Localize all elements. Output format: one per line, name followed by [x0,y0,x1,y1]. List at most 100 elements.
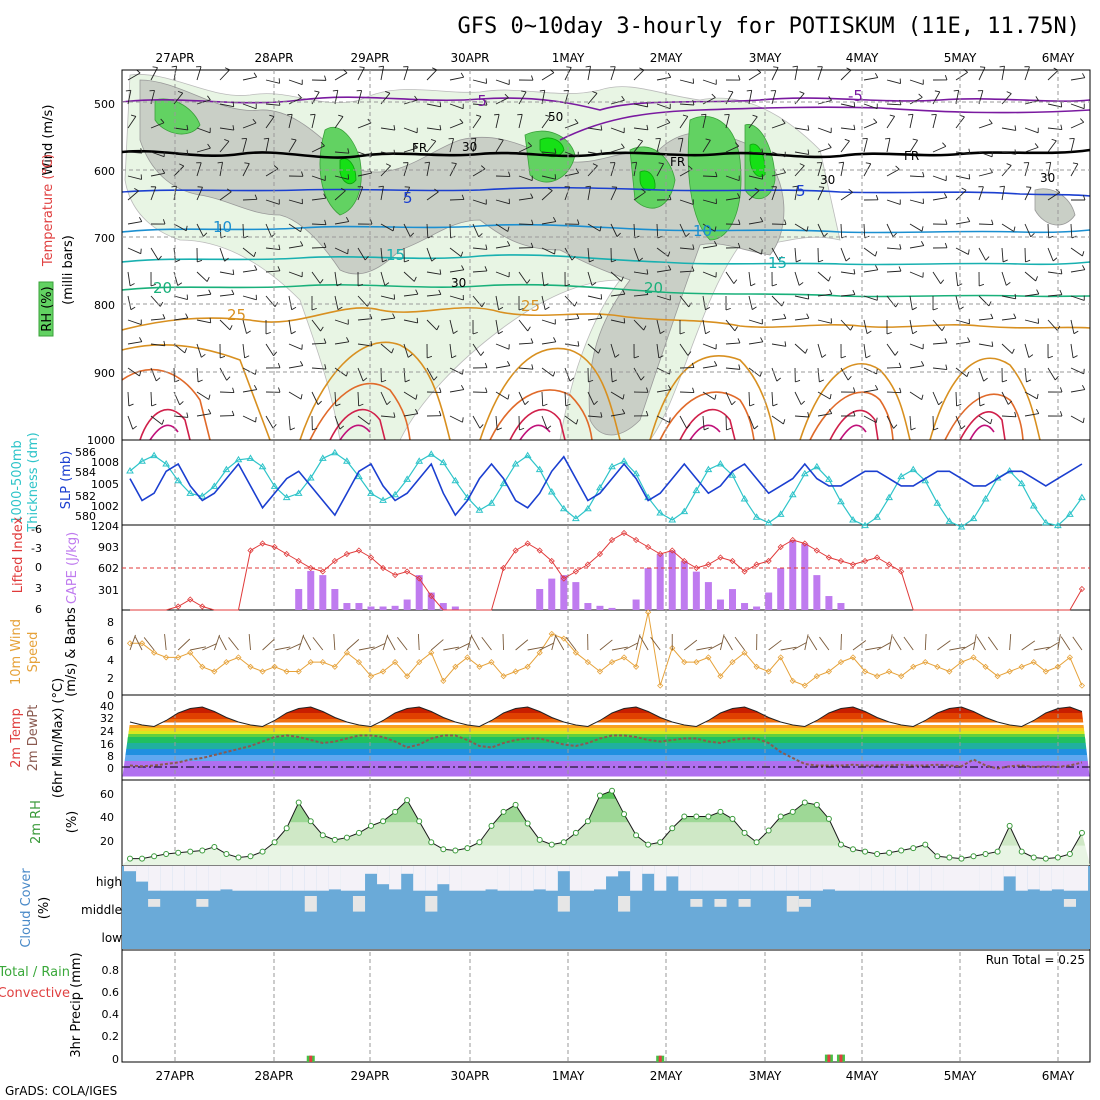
wind-barb-flag [323,242,327,248]
wind10m-point [693,659,700,666]
li-point [789,536,796,544]
wind-barb-flag [1013,313,1017,319]
wind-barb [449,295,464,301]
wind-barb [909,391,922,400]
wind-barb-flag [899,387,902,393]
thickness-point [294,489,303,496]
wind-barb [357,391,360,407]
precip-panel: Run Total = 0.25 0.8 0.6 0.4 0.2 0 3hr P… [0,949,1091,1066]
wind10m-point [982,663,989,670]
wind-barb [127,391,130,407]
thickness-tick: 582 [75,490,96,503]
wind-barb [196,162,202,177]
wind-barb-flag [961,425,966,430]
wind10m-barb [720,634,725,651]
wind-barb-flag [439,387,442,393]
wind10m-point [295,668,302,675]
thickness-point [1029,502,1038,509]
li-tick: 0 [35,561,42,574]
wind10m-point [1018,663,1025,670]
wind-barb-flag [738,219,741,225]
cloud-high-gap [425,866,438,891]
wind10m-label: 10m Wind [9,619,24,685]
wind-barbs-upper [125,65,1086,431]
wind-barb [219,69,230,81]
wind-barb [495,365,510,369]
wind-barb-flag [934,90,940,93]
wind-barb [863,269,878,273]
cloud-high-gap [593,866,607,890]
wind-barb-flag [944,75,948,81]
wind-barb-flag [287,113,293,116]
wind10m-barb [1072,636,1083,651]
wind-barb [518,319,529,332]
wind-barb [932,367,947,370]
rh2m-point [946,854,953,861]
wind-barb-flag [347,148,350,154]
wind-barb-flag [845,257,851,262]
li-point [416,575,423,582]
cloud-high-gap [256,866,269,891]
wind-barb [219,191,232,201]
wind10m-point [1006,668,1013,675]
wind-barb [150,186,157,201]
wind-barb [587,66,591,81]
cloud-units-label: (%) [37,897,52,920]
wind-barb [495,295,500,310]
thickness-point [704,465,713,473]
date-label-bottom: 5MAY [944,1069,977,1083]
wind10m-tick: 0 [107,689,114,702]
cape-bar [367,606,375,610]
wind-barb-flag [332,89,338,92]
cloud-high-gap [208,866,221,891]
li-point [512,547,519,554]
wind10m-point [187,649,194,656]
wind-barb [955,189,967,201]
wind10m-point [596,668,604,675]
wind-barb-flag [944,338,948,344]
wind-barb-flag [460,72,465,78]
wind-barb [702,223,716,232]
wind-barb-flag [1051,138,1057,142]
wind-barb-flag [600,125,603,131]
wind-barb [587,151,602,156]
wind10m-barb [515,639,529,651]
wind-barb [725,197,740,201]
wind-barb [1070,343,1074,358]
wind-barb [150,172,165,177]
cape-bar [307,570,315,610]
wind-barb [334,247,348,255]
wind-barb [150,247,159,261]
wind-barb [426,293,441,297]
thickness-point [933,499,942,506]
wind-barb-flag [966,371,970,377]
contour-label: 30 [1040,171,1055,185]
wind10m-point [283,668,290,675]
wind-barb [679,247,694,250]
wind-barb-flag [875,417,878,423]
cloud-high-gap [786,866,799,891]
wind-barb-flag [150,283,156,287]
wind-barb-flag [134,187,139,192]
cape-bar [560,575,568,610]
li-point [874,554,881,561]
cloud-high-gap [352,866,366,891]
wind10m-tick: 4 [107,654,114,667]
slp-label: SLP (mb) [59,451,74,510]
wind-barb [794,223,808,232]
wind-barb-flag [921,226,924,232]
wind-barb-flag [246,330,251,334]
rh2m-point [801,799,808,806]
wind-barb-flag [508,171,511,177]
cloud-high-gap [618,866,631,872]
cloud-high-gap [569,866,582,891]
li-point [886,561,893,568]
wind-barb-flag [807,293,810,300]
wind-barb-flag [645,410,649,416]
wind-barb-flag [922,171,925,177]
wind-barb-flag [614,354,620,358]
thickness-point [728,471,737,478]
wind-barb [932,415,934,431]
wind10m-point [488,659,495,666]
wind-barb [403,66,409,81]
